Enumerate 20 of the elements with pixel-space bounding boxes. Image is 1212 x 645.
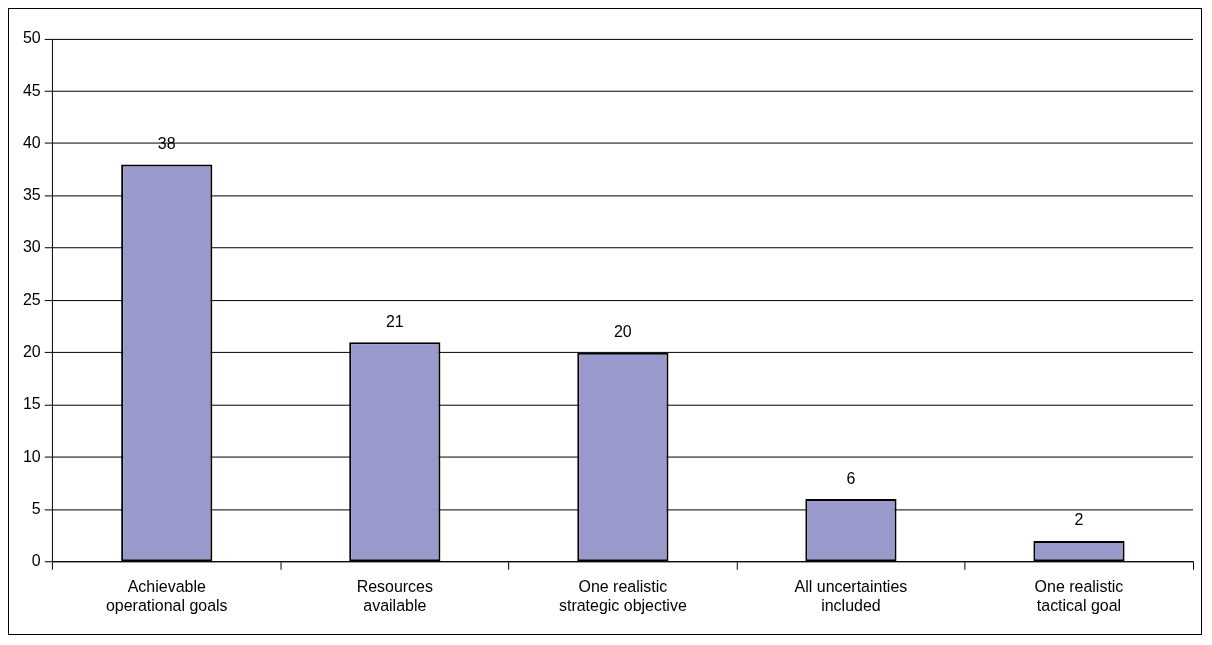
x-tick-label: Resources available (356, 577, 433, 614)
data-label: 6 (846, 469, 856, 487)
y-tick-label: 45 (22, 81, 41, 99)
y-tick-label: 40 (22, 133, 41, 151)
y-tick-label: 10 (22, 447, 41, 465)
x-tick-label: Achievable operational goals (105, 577, 228, 614)
x-tick-label: One realistic tactical goal (1034, 577, 1124, 614)
data-label: 2 (1074, 511, 1084, 529)
y-tick-label: 15 (22, 395, 41, 413)
y-tick-label: 35 (22, 186, 41, 204)
y-tick-label: 50 (22, 29, 41, 47)
y-tick-label: 30 (22, 238, 41, 256)
data-label: 21 (385, 312, 404, 330)
y-tick-label: 5 (31, 499, 41, 517)
y-tick-label: 0 (31, 552, 41, 570)
y-tick-label: 25 (22, 290, 41, 308)
x-tick-label: One realistic strategic objective (558, 577, 687, 614)
y-tick-label: 20 (22, 343, 41, 361)
data-label: 20 (613, 323, 632, 341)
x-tick-label: All uncertainties included (794, 577, 908, 614)
